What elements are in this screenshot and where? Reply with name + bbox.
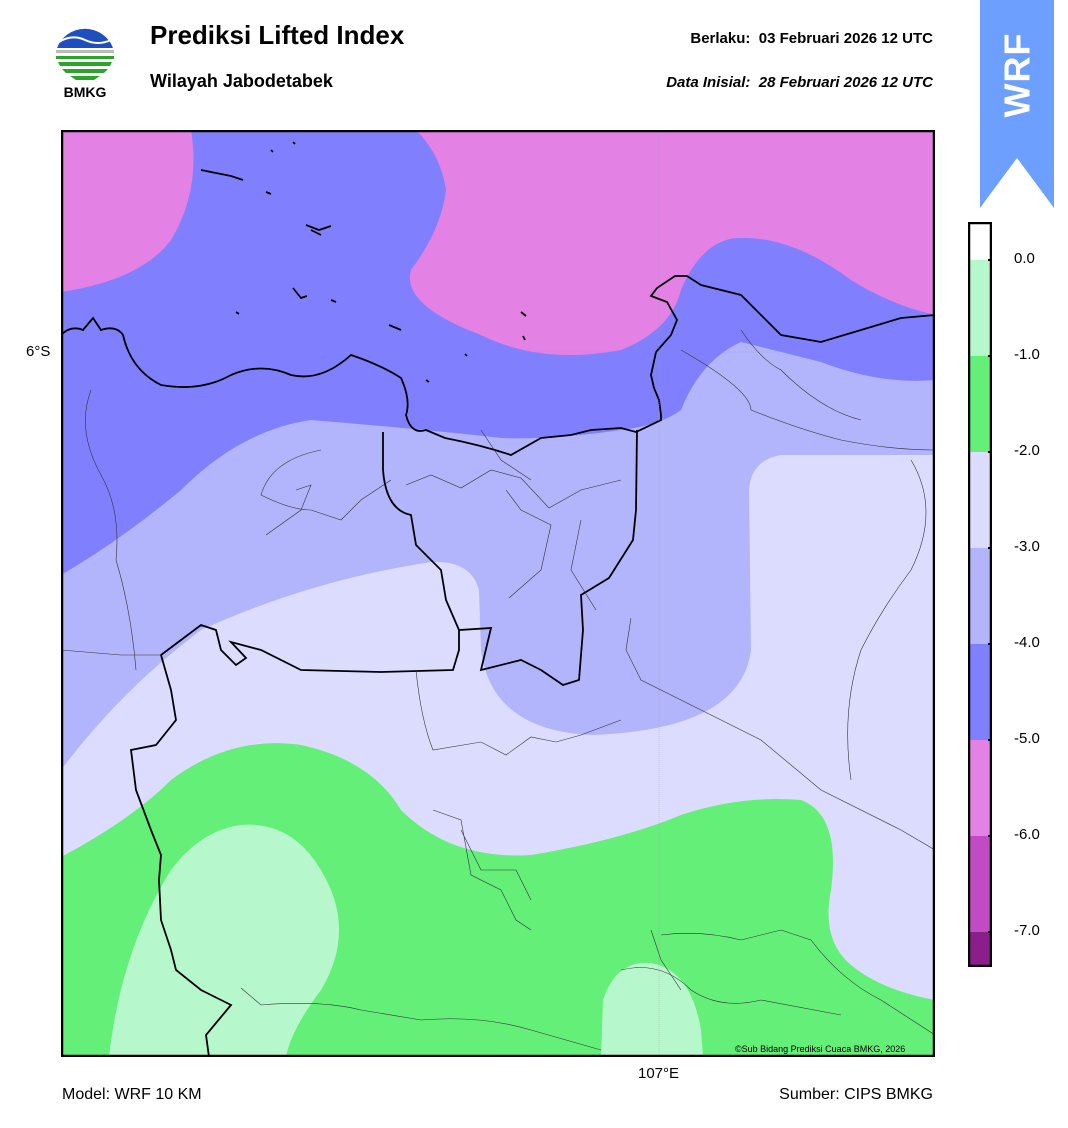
cbar-tick-2: -2.0 — [1014, 442, 1040, 459]
cbar-minus1-minus2 — [968, 356, 992, 452]
cbar-tick-5: -5.0 — [1014, 730, 1040, 747]
band-0-minus1-sw — [109, 824, 339, 1057]
lon-label: 107°E — [638, 1065, 680, 1082]
page-title: Prediksi Lifted Index — [150, 20, 405, 50]
init-value: 28 Februari 2026 12 UTC — [758, 74, 933, 91]
logo-text: BMKG — [63, 84, 107, 100]
cbar-tick-6: -6.0 — [1014, 826, 1040, 843]
cbar-minus3-minus4 — [968, 548, 992, 644]
valid-value: 03 Februari 2026 12 UTC — [758, 30, 933, 47]
bmkg-logo — [54, 22, 116, 84]
cbar-minus4-minus5 — [968, 644, 992, 740]
thousand-islands — [200, 141, 527, 383]
colorbar — [968, 222, 992, 967]
cbar-above-0 — [968, 222, 992, 260]
wrf-ribbon-text: WRF — [996, 32, 1037, 118]
band-minus5-minus6-nw — [61, 130, 194, 292]
init-time: Data Inisial: 28 Februari 2026 12 UTC — [666, 74, 933, 91]
cbar-tick-0: 0.0 — [1014, 250, 1035, 267]
wrf-ribbon — [980, 0, 1054, 208]
band-minus5-minus6-ne — [409, 130, 935, 355]
cbar-tick-3: -3.0 — [1014, 538, 1040, 555]
border-west-province — [382, 429, 638, 686]
wrf-ribbon-label: WRF — [980, 0, 1054, 150]
model-label: Model: WRF 10 KM — [62, 1086, 202, 1103]
valid-time: Berlaku: 03 Februari 2026 12 UTC — [690, 30, 933, 47]
page-subtitle: Wilayah Jabodetabek — [150, 71, 333, 91]
cbar-minus2-minus3 — [968, 452, 992, 548]
copyright: ©Sub Bidang Prediksi Cuaca BMKG, 2026 — [735, 1044, 906, 1054]
regency-borders — [61, 329, 935, 1051]
valid-label: Berlaku: — [690, 30, 751, 47]
lat-label: 6°S — [26, 343, 51, 360]
cbar-minus5-minus6 — [968, 740, 992, 836]
cbar-below-minus7 — [968, 932, 992, 967]
cbar-tick-4: -4.0 — [1014, 634, 1040, 651]
map-frame — [61, 130, 935, 1057]
cbar-tick-1: -1.0 — [1014, 346, 1040, 363]
cbar-tick-7: -7.0 — [1014, 922, 1040, 939]
lifted-index-map — [61, 130, 935, 1057]
cbar-minus6-minus7 — [968, 836, 992, 932]
border-west-bottom — [130, 623, 460, 1057]
source-label: Sumber: CIPS BMKG — [779, 1086, 933, 1103]
init-label: Data Inisial: — [666, 74, 751, 91]
cbar-frame — [968, 222, 992, 967]
band-0-minus1-s — [601, 962, 703, 1057]
cbar-0-minus1 — [968, 260, 992, 356]
coastline-north — [61, 275, 935, 456]
